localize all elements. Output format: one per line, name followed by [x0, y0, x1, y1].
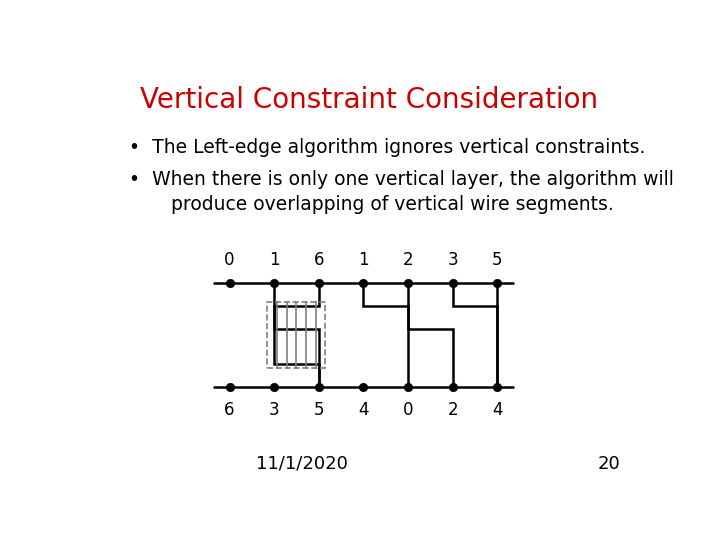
Text: 2: 2: [402, 251, 413, 269]
Text: 0: 0: [402, 401, 413, 419]
Text: 4: 4: [358, 401, 369, 419]
Text: 11/1/2020: 11/1/2020: [256, 455, 348, 473]
Text: •  The Left-edge algorithm ignores vertical constraints.: • The Left-edge algorithm ignores vertic…: [129, 138, 645, 158]
Bar: [267, 302, 325, 368]
Text: 6: 6: [224, 401, 235, 419]
Text: 2: 2: [447, 401, 458, 419]
Text: •  When there is only one vertical layer, the algorithm will: • When there is only one vertical layer,…: [129, 170, 674, 188]
Text: 0: 0: [224, 251, 235, 269]
Text: 1: 1: [269, 251, 279, 269]
Text: 3: 3: [269, 401, 279, 419]
Text: Vertical Constraint Consideration: Vertical Constraint Consideration: [140, 86, 598, 114]
Text: 3: 3: [447, 251, 458, 269]
Text: 5: 5: [492, 251, 503, 269]
Text: 1: 1: [358, 251, 369, 269]
Text: 4: 4: [492, 401, 503, 419]
Text: 5: 5: [313, 401, 324, 419]
Text: 6: 6: [313, 251, 324, 269]
Text: 20: 20: [598, 455, 621, 473]
Text: produce overlapping of vertical wire segments.: produce overlapping of vertical wire seg…: [171, 194, 613, 214]
